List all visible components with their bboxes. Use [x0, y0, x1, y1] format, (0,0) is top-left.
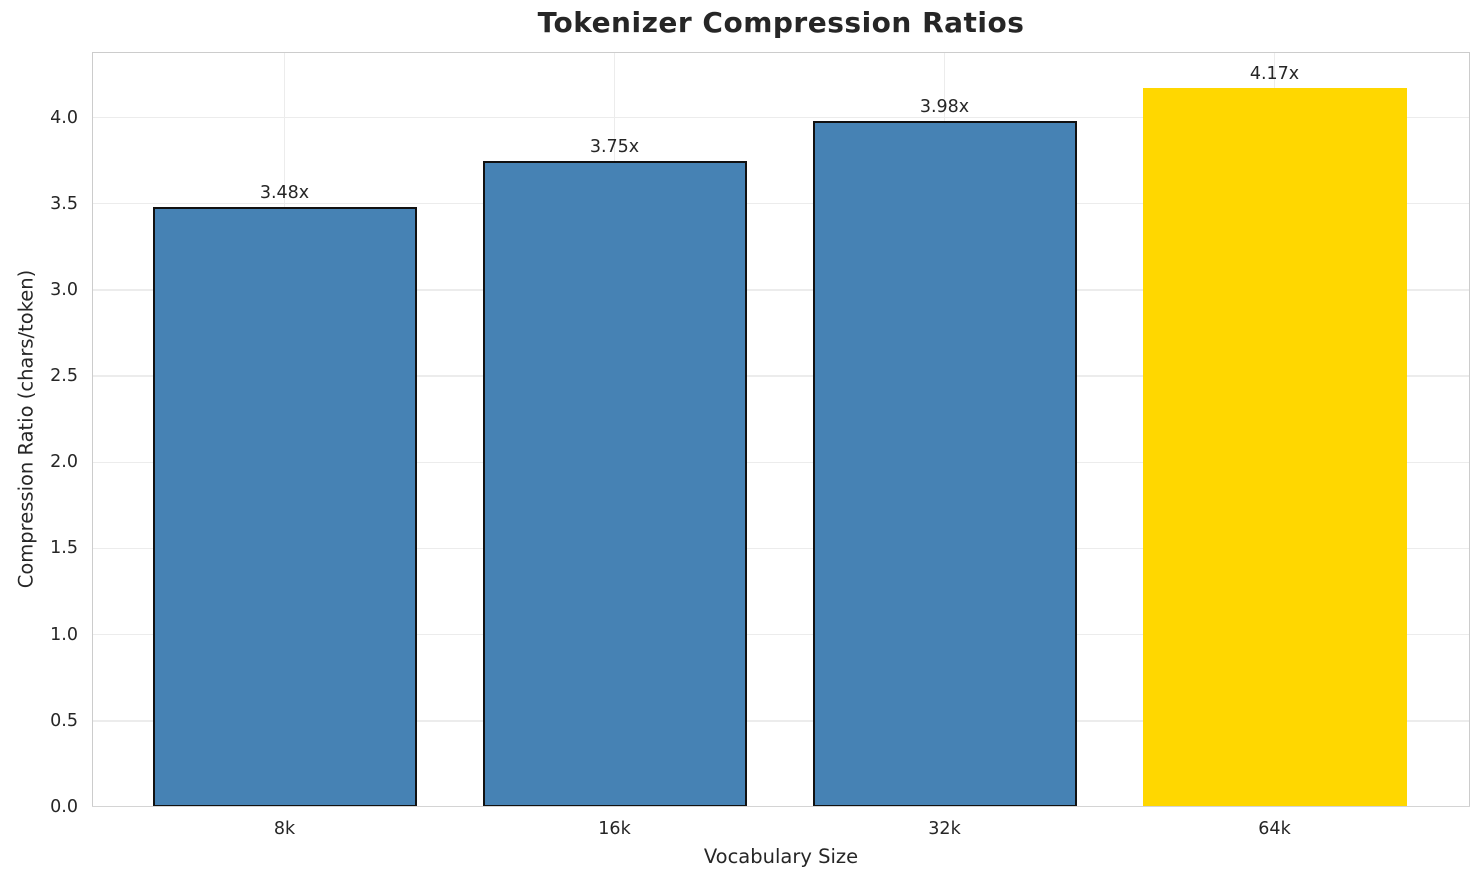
bar-64k [1142, 88, 1407, 807]
horizontal-gridline [92, 633, 1470, 636]
bar-32k [812, 120, 1077, 807]
plot-area: 3.48x 3.75x 3.98x 4.17x [92, 52, 1470, 807]
chart-title: Tokenizer Compression Ratios [537, 6, 1025, 39]
horizontal-gridline [92, 289, 1470, 291]
y-tick-label: 1.0 [50, 624, 78, 645]
x-axis-spine-top [92, 52, 1470, 54]
y-tick-label: 2.0 [50, 452, 78, 473]
bar-value-label: 4.17x [1249, 64, 1300, 85]
y-tick-label: 3.5 [50, 193, 78, 214]
horizontal-gridline [92, 202, 1470, 205]
horizontal-gridline [92, 547, 1470, 550]
y-tick-label: 3.0 [50, 279, 78, 300]
horizontal-gridline [92, 461, 1470, 463]
bar-value-label: 3.98x [919, 96, 970, 117]
bar-8k [152, 207, 417, 807]
horizontal-gridline [92, 375, 1470, 377]
horizontal-gridline [92, 720, 1470, 722]
y-tick-label: 4.0 [50, 107, 78, 128]
y-axis-spine-right [1468, 52, 1470, 807]
horizontal-gridline [92, 116, 1470, 119]
y-tick-label: 1.5 [50, 538, 78, 559]
x-axis-label: Vocabulary Size [703, 845, 859, 868]
y-tick-label: 2.5 [50, 366, 78, 387]
bar-value-label: 3.75x [589, 136, 640, 157]
x-tick-label: 64k [1258, 819, 1291, 839]
bar-16k [482, 160, 747, 807]
y-axis-spine-left [92, 52, 94, 807]
x-tick-label: 16k [598, 819, 631, 839]
x-tick-label: 8k [273, 819, 296, 839]
x-tick-label: 32k [928, 819, 961, 839]
y-tick-label: 0.0 [50, 797, 78, 817]
x-axis-spine-bottom [92, 805, 1470, 807]
y-tick-label: 0.5 [50, 710, 78, 731]
bar-value-label: 3.48x [259, 183, 310, 204]
